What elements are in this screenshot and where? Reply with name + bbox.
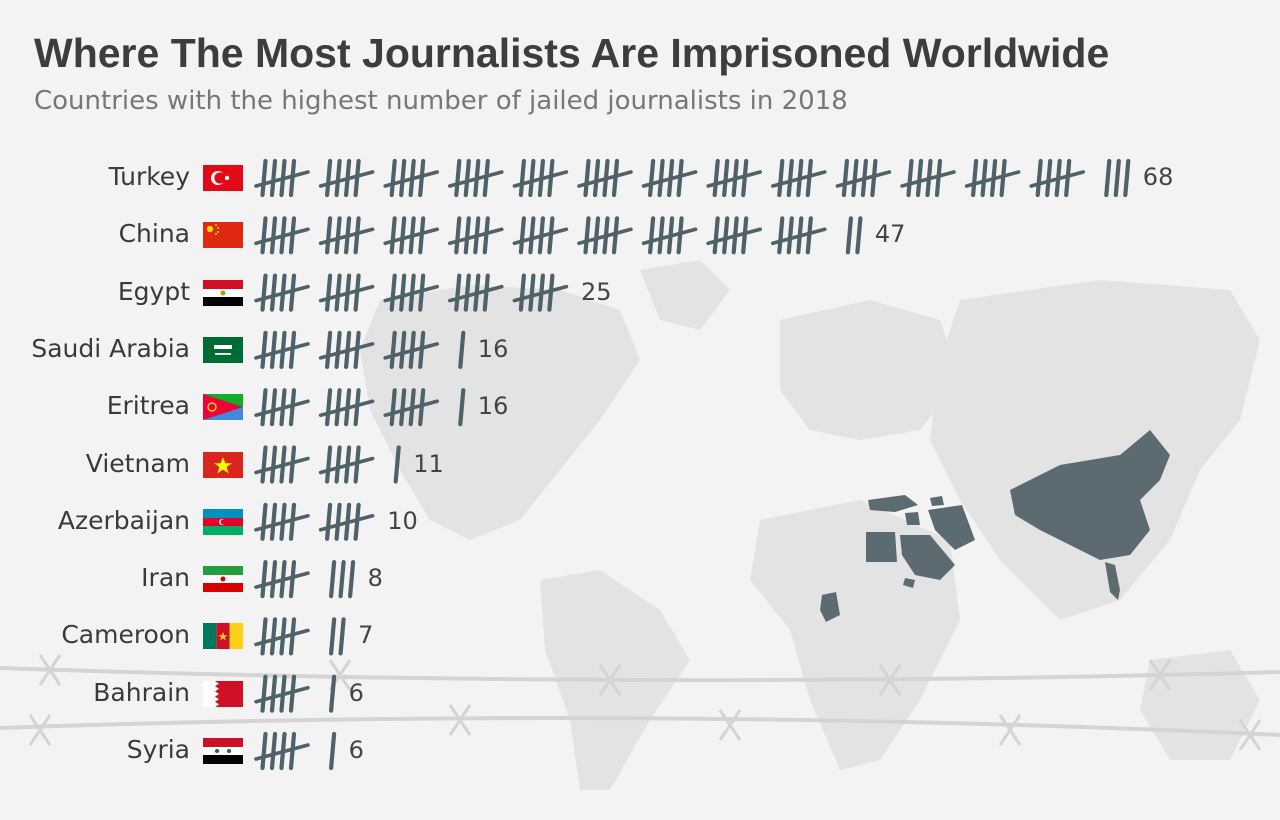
data-label-vietnam: 11 (413, 449, 444, 478)
tick-label-vietnam: Vietnam (85, 448, 190, 478)
tick-label-china: China (118, 219, 190, 249)
map-greenland (640, 260, 730, 330)
map-highlight-eritrea (903, 578, 915, 588)
data-label-bahrain: 6 (348, 678, 364, 707)
map-highlight-cameroon (820, 592, 840, 622)
data-label-china: 47 (874, 220, 906, 249)
tick-label-azerbaijan: Azerbaijan (57, 505, 190, 535)
map-asia (930, 280, 1260, 620)
tick-label-egypt: Egypt (117, 276, 190, 306)
tick-label-turkey: Turkey (108, 162, 190, 191)
map-europe (780, 300, 960, 440)
map-highlight-iran (928, 505, 975, 550)
map-highlight-syria (905, 512, 920, 525)
tick-label-iran: Iran (141, 563, 190, 593)
flag-cameroon-icon (203, 623, 243, 650)
map-highlight-azerbaijan (930, 496, 944, 506)
tick-label-cameroon: Cameroon (61, 620, 190, 650)
data-label-saudi-arabia: 16 (477, 334, 509, 363)
tick-label-saudi-arabia: Saudi Arabia (31, 333, 190, 363)
chart-subtitle: Countries with the highest number of jai… (34, 86, 848, 116)
map-highlight-vietnam (1105, 562, 1120, 600)
flag-egypt-icon (203, 279, 243, 306)
flag-vietnam-icon (203, 451, 243, 478)
data-label-iran: 8 (367, 564, 383, 593)
map-highlight-china (1010, 430, 1170, 560)
data-label-turkey: 68 (1142, 163, 1174, 191)
data-label-cameroon: 7 (358, 621, 374, 650)
flag-eritrea-icon (203, 394, 243, 421)
data-label-eritrea: 16 (477, 392, 509, 421)
chart-title: Where The Most Journalists Are Imprisone… (34, 30, 1110, 76)
data-label-azerbaijan: 10 (387, 506, 418, 535)
map-highlight-egypt (866, 532, 897, 562)
tick-label-eritrea: Eritrea (106, 391, 190, 421)
tick-label-bahrain: Bahrain (93, 677, 190, 707)
flag-saudi-arabia-icon (203, 336, 243, 363)
map-africa (750, 500, 960, 770)
flag-bahrain-icon (203, 680, 243, 707)
flag-syria-icon (203, 738, 243, 764)
flag-azerbaijan-icon (203, 508, 243, 535)
map-highlight-turkey (868, 495, 918, 512)
flag-china-icon (203, 222, 243, 249)
flag-iran-icon (203, 566, 243, 593)
data-label-egypt: 25 (581, 277, 612, 306)
data-label-syria: 6 (348, 736, 364, 764)
barbed-wire (0, 654, 1280, 751)
map-highlight-saudi-arabia (900, 535, 955, 580)
tick-label-syria: Syria (126, 735, 190, 764)
flag-turkey-icon (203, 165, 243, 191)
